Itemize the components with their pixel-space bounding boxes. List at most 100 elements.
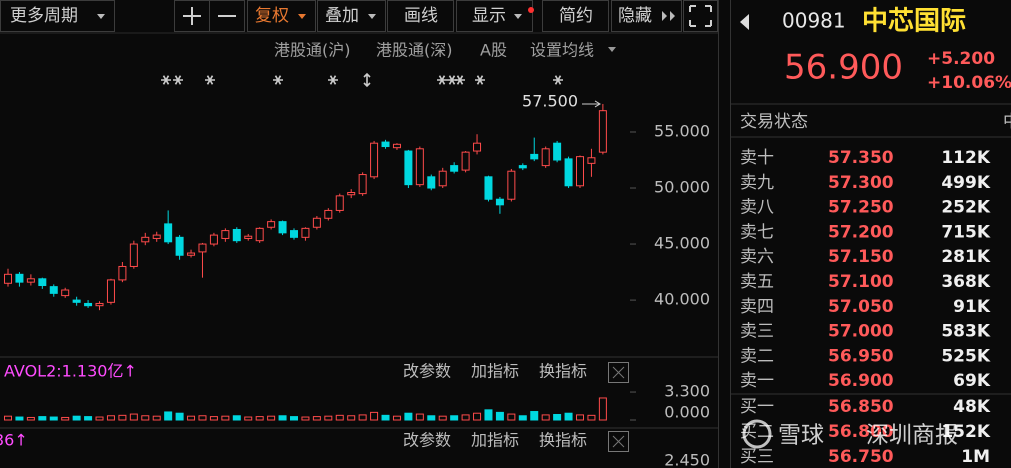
toolbar-button[interactable]: 简约	[559, 6, 593, 26]
event-markers	[161, 72, 563, 88]
level-label: 卖十	[740, 148, 774, 168]
volume-bar	[164, 411, 173, 421]
high-arrow	[582, 100, 601, 108]
ma-tab[interactable]: 设置均线	[530, 41, 594, 60]
level-volume: 48K	[953, 397, 991, 417]
back-arrow[interactable]	[740, 14, 749, 30]
level-volume: 252K	[941, 198, 990, 218]
candle-body	[290, 230, 298, 238]
volume-bar	[381, 414, 390, 421]
candle-body	[381, 141, 390, 148]
y-tick-label: 50.000	[654, 178, 710, 197]
level-price: 57.350	[828, 148, 894, 168]
ma-tab[interactable]: A股	[480, 41, 507, 60]
panel-button[interactable]: 改参数	[403, 362, 451, 381]
volume-bar	[392, 415, 401, 421]
candle-body	[312, 217, 321, 228]
event-marker	[173, 75, 183, 85]
volume-bar	[38, 416, 47, 421]
dropdown-arrows	[97, 7, 675, 52]
close-buttons[interactable]	[608, 362, 629, 452]
ma-tab[interactable]: 港股通(深)	[376, 41, 453, 60]
candle-body	[530, 153, 539, 160]
level-price: 56.800	[828, 422, 894, 442]
volume-bar	[461, 414, 470, 421]
volume-bar	[278, 415, 287, 421]
volume-bar	[255, 416, 264, 421]
y-tick-label: 55.000	[654, 121, 710, 140]
toolbar-frames	[0, 0, 718, 32]
volume-bar	[576, 414, 584, 421]
y-tick-label: 40.000	[654, 290, 710, 309]
watermark: 深圳商报	[866, 423, 958, 449]
volume-bar	[187, 415, 196, 421]
candle-body	[541, 148, 550, 167]
y-tick-label: 0.000	[664, 403, 710, 422]
candle-body	[473, 142, 482, 152]
volume-bar	[61, 416, 70, 421]
volume-bar	[495, 411, 504, 421]
level-volume: 281K	[941, 247, 990, 267]
panel-button[interactable]: 换指标	[539, 431, 587, 450]
status-label: 交易状态	[740, 112, 808, 132]
candle-body	[576, 156, 584, 187]
candle-body	[72, 299, 81, 303]
y-tick-label: 45.000	[654, 234, 710, 253]
candle-body	[564, 158, 573, 187]
volume-bar	[232, 415, 241, 421]
volume-bar	[244, 416, 253, 421]
volume-bar	[438, 415, 447, 421]
candle-body	[495, 198, 504, 206]
candle-body	[209, 234, 218, 245]
candle-body	[507, 170, 516, 200]
level-label: 卖七	[740, 222, 774, 242]
high-label: 57.500	[522, 91, 578, 110]
panel-button[interactable]: 加指标	[471, 362, 519, 381]
indicator-title: AVOL2:1.130亿↑	[4, 362, 137, 381]
volume-bar	[415, 413, 424, 421]
volume-bar	[209, 416, 218, 421]
candle-body	[61, 289, 70, 297]
volume-bar	[106, 415, 115, 421]
watermark: 雪球	[778, 423, 824, 449]
toolbar-button[interactable]: 叠加	[325, 6, 359, 26]
level-label: 买三	[740, 447, 774, 467]
toolbar-button[interactable]: 隐藏	[618, 6, 652, 26]
volume-bar	[152, 415, 161, 421]
volume-bar	[95, 416, 104, 421]
candle-body	[587, 157, 596, 164]
volume-bar	[198, 415, 207, 421]
level-volume: 368K	[941, 272, 990, 292]
panel-button[interactable]: 换指标	[539, 362, 587, 381]
level-price: 57.050	[828, 297, 894, 317]
toolbar-button[interactable]: 更多周期	[10, 6, 78, 26]
toolbar-button[interactable]: 显示	[472, 6, 506, 26]
ma-tab[interactable]: 港股通(沪)	[274, 41, 351, 60]
level-label: 卖一	[740, 371, 774, 391]
candle-body	[484, 176, 493, 200]
toolbar-icons	[183, 5, 712, 27]
candle-body	[358, 174, 367, 195]
candle-body	[221, 230, 230, 239]
stock-name: 中芯国际	[862, 7, 966, 37]
toolbar-button[interactable]: 画线	[404, 6, 438, 26]
candle-body	[267, 221, 276, 228]
level-volume: 69K	[953, 371, 991, 391]
toolbar-button[interactable]: 复权	[255, 6, 289, 26]
level-price: 57.000	[828, 322, 894, 342]
level-price: 56.750	[828, 447, 894, 467]
event-marker	[328, 75, 338, 85]
candle-body	[370, 142, 379, 178]
panel-button[interactable]: 改参数	[403, 431, 451, 450]
volume-bar	[84, 416, 93, 421]
y-tick-label: 2.450	[664, 451, 710, 468]
candle-body	[26, 278, 35, 283]
candle-body	[553, 142, 562, 161]
volume-bar	[564, 412, 573, 421]
volume-bar	[484, 409, 493, 421]
volume-bar	[450, 415, 459, 421]
panel-button[interactable]: 加指标	[471, 431, 519, 450]
candle-body	[347, 192, 356, 196]
volume-bar	[324, 415, 333, 421]
